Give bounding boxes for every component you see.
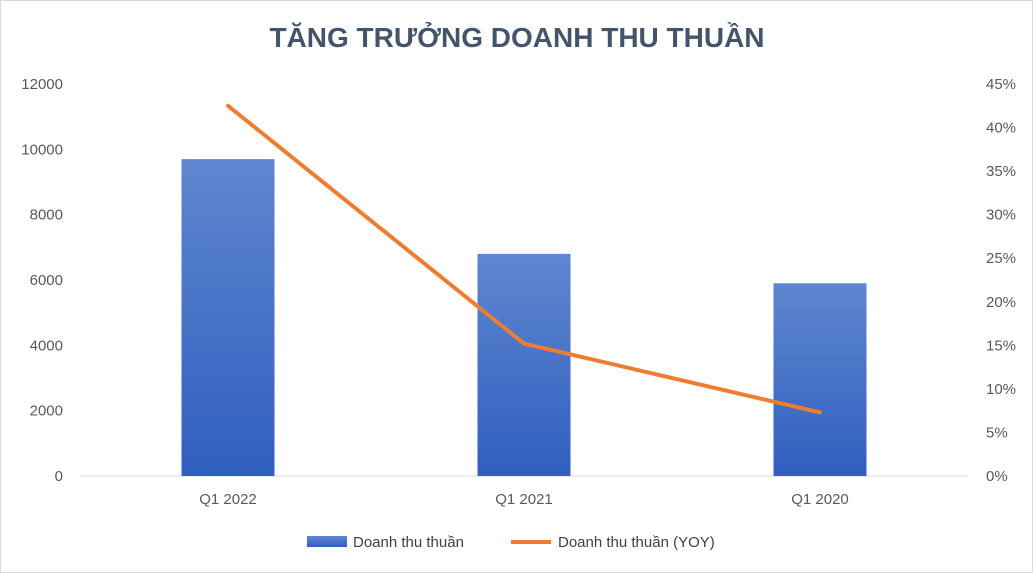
right-tick-label: 30% [986, 207, 1016, 224]
x-tick-label: Q1 2020 [791, 491, 849, 508]
chart-title: TĂNG TRƯỞNG DOANH THU THUẦN [269, 21, 764, 53]
left-tick-label: 10000 [21, 141, 63, 158]
left-tick-label: 2000 [30, 403, 63, 420]
right-tick-label: 15% [986, 337, 1016, 354]
x-tick-label: Q1 2022 [199, 491, 257, 508]
right-tick-label: 20% [986, 294, 1016, 311]
right-tick-label: 40% [986, 120, 1016, 137]
right-tick-label: 45% [986, 76, 1016, 93]
right-tick-label: 5% [986, 424, 1008, 441]
right-tick-label: 0% [986, 468, 1008, 485]
left-tick-label: 4000 [30, 337, 63, 354]
x-tick-label: Q1 2021 [495, 491, 553, 508]
right-tick-label: 10% [986, 381, 1016, 398]
line-series [226, 103, 822, 415]
legend-bar-swatch [307, 536, 347, 547]
legend-line-label: Doanh thu thuần (YOY) [558, 534, 715, 551]
bar-series [181, 159, 867, 476]
bar-q1-2022 [181, 159, 275, 476]
left-axis-ticks: 0 2000 4000 6000 8000 10000 12000 [21, 76, 63, 485]
bar-q1-2020 [773, 283, 867, 476]
left-tick-label: 8000 [30, 207, 63, 224]
legend-bar-label: Doanh thu thuần [353, 534, 464, 551]
left-tick-label: 12000 [21, 76, 63, 93]
x-axis-ticks: Q1 2022 Q1 2021 Q1 2020 [199, 491, 849, 508]
right-axis-ticks: 0% 5% 10% 15% 20% 25% 30% 35% 40% 45% [986, 76, 1016, 485]
right-tick-label: 25% [986, 250, 1016, 267]
left-tick-label: 6000 [30, 272, 63, 289]
left-tick-label: 0 [55, 468, 63, 485]
bar-q1-2021 [477, 253, 571, 476]
right-tick-label: 35% [986, 163, 1016, 180]
legend: Doanh thu thuần Doanh thu thuần (YOY) [307, 534, 715, 551]
